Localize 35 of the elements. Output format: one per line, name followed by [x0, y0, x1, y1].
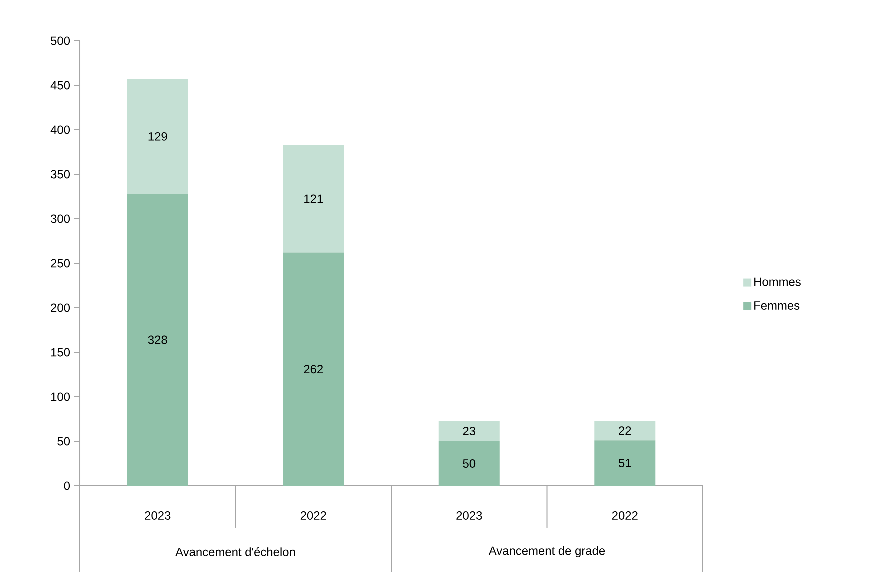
x-tick-label: 2023	[145, 511, 171, 520]
bar	[438, 441, 500, 486]
y-tick-label: 150	[51, 348, 70, 356]
y-tick-label: 500	[51, 36, 70, 45]
y-tick-label: 0	[64, 482, 70, 490]
y-tick-label: 50	[58, 437, 70, 446]
data-label: 121	[304, 194, 324, 203]
bar	[283, 252, 344, 486]
y-tick-label: 350	[50, 170, 70, 178]
data-label: 22	[619, 426, 632, 435]
legend-label: Femmes	[754, 301, 800, 310]
legend-label: Hommes	[754, 278, 801, 286]
y-tick-label: 100	[51, 392, 70, 401]
data-label: 129	[148, 132, 168, 141]
x-tick-label: 2022	[612, 511, 638, 520]
bar	[127, 194, 188, 486]
data-label: 262	[304, 364, 323, 374]
y-tick-label: 200	[51, 304, 70, 312]
bar	[594, 440, 656, 486]
bar	[594, 420, 656, 440]
text: Avancement de grade	[488, 546, 606, 558]
data-label: 328	[148, 336, 168, 344]
bar	[283, 144, 344, 253]
data-label: 50	[463, 459, 476, 468]
text: Avancement d'échelon	[176, 547, 296, 556]
y-tick-label: 300	[50, 214, 70, 223]
y-tick-label: 250	[51, 259, 70, 268]
x-tick-label: 2023	[456, 511, 482, 520]
y-tick-label: 450	[50, 81, 70, 90]
bar	[127, 79, 188, 194]
data-label: 23	[463, 426, 476, 436]
bar	[438, 420, 500, 442]
x-tick-label: 2022	[300, 511, 326, 520]
data-label: 51	[618, 458, 632, 468]
y-tick-label: 400	[50, 126, 70, 134]
